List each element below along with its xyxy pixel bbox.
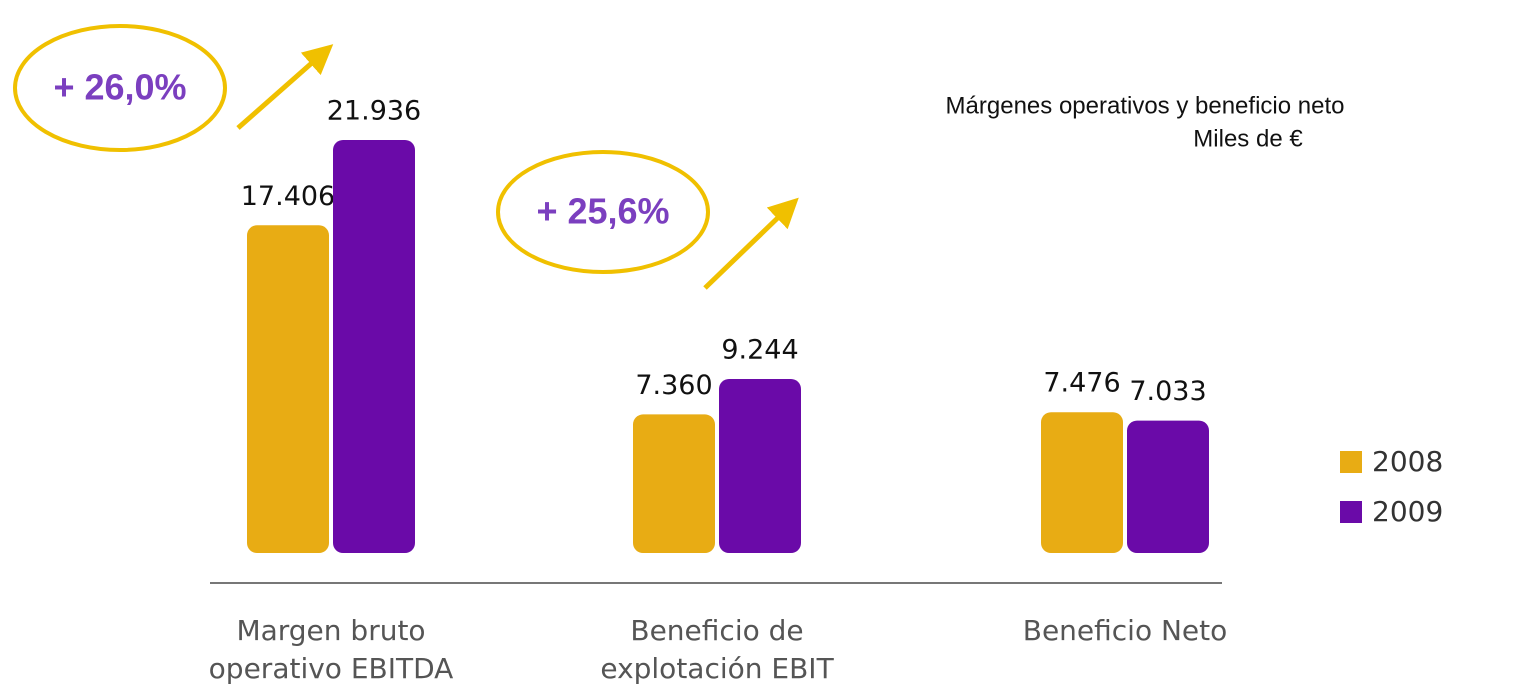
legend-swatch: [1340, 501, 1362, 523]
bar: [1127, 420, 1209, 553]
x-tick-label: Beneficio Neto: [1022, 614, 1228, 647]
x-tick-label: Margen bruto operativo EBITDA: [208, 614, 454, 685]
value-label: 9.244: [721, 334, 798, 365]
chart-subtitle: Miles de €: [1193, 125, 1303, 152]
value-label: 7.476: [1043, 368, 1120, 399]
chart-title: Márgenes operativos y beneficio neto: [946, 92, 1345, 119]
annotation: + 25,6%: [536, 191, 669, 232]
annotation-arrow: [236, 44, 334, 130]
value-label: 21.936: [327, 96, 421, 127]
value-label: 17.406: [241, 181, 335, 212]
bar: [333, 140, 415, 553]
legend-label: 2008: [1372, 445, 1443, 478]
bar: [1041, 412, 1123, 553]
annotation: + 26,0%: [53, 67, 186, 108]
annotation-ellipse: [13, 24, 227, 152]
annotation-arrow: [703, 197, 799, 290]
value-label: 7.033: [1129, 376, 1206, 407]
legend-label: 2009: [1372, 495, 1443, 528]
bar: [633, 414, 715, 553]
bar: [719, 378, 801, 553]
annotation-ellipse: [496, 150, 710, 274]
legend-swatch: [1340, 451, 1362, 473]
bar: [247, 225, 329, 553]
value-label: 7.360: [635, 370, 712, 401]
x-tick-label: Beneficio de explotación EBIT: [600, 614, 834, 685]
